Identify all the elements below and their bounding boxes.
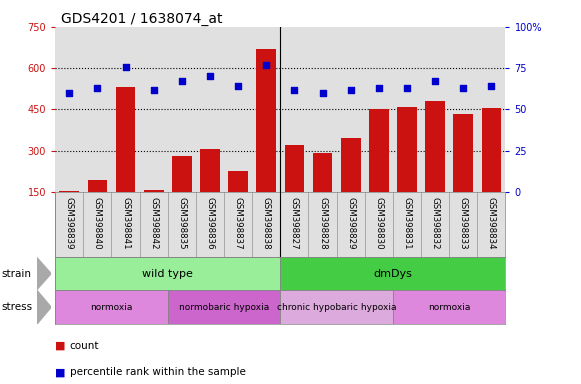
Text: GSM398832: GSM398832	[431, 197, 440, 250]
Point	[402, 85, 411, 91]
Text: normoxia: normoxia	[90, 303, 132, 312]
Bar	[228, 171, 248, 192]
Text: GSM398833: GSM398833	[459, 197, 468, 250]
Bar	[144, 190, 163, 192]
Text: GSM398830: GSM398830	[374, 197, 383, 250]
Bar	[88, 180, 107, 192]
Point	[261, 62, 271, 68]
Bar	[55, 257, 280, 290]
Point	[374, 85, 383, 91]
Bar	[55, 290, 168, 324]
Text: GSM398839: GSM398839	[64, 197, 74, 250]
Point	[205, 73, 214, 79]
Point	[346, 86, 356, 93]
Bar	[59, 190, 79, 192]
Text: wild type: wild type	[142, 268, 193, 279]
Text: GSM398829: GSM398829	[346, 197, 355, 250]
Bar	[280, 257, 505, 290]
Text: normobaric hypoxia: normobaric hypoxia	[179, 303, 269, 312]
Text: GSM398831: GSM398831	[403, 197, 411, 250]
Point	[458, 85, 468, 91]
Text: dmDys: dmDys	[374, 268, 413, 279]
Bar	[393, 290, 505, 324]
Text: strain: strain	[1, 268, 31, 279]
Bar	[280, 290, 393, 324]
Text: GSM398840: GSM398840	[93, 197, 102, 250]
Text: GSM398835: GSM398835	[177, 197, 187, 250]
Point	[318, 90, 327, 96]
Point	[93, 85, 102, 91]
Bar	[285, 145, 304, 192]
Text: GSM398836: GSM398836	[206, 197, 214, 250]
Text: GSM398834: GSM398834	[487, 197, 496, 250]
Text: percentile rank within the sample: percentile rank within the sample	[70, 367, 246, 377]
Point	[121, 63, 130, 70]
Text: GSM398842: GSM398842	[149, 197, 158, 250]
Bar	[453, 114, 473, 192]
Text: stress: stress	[1, 302, 33, 312]
Point	[177, 78, 187, 84]
Bar	[341, 138, 361, 192]
Bar	[200, 149, 220, 192]
Bar	[256, 49, 276, 192]
Point	[234, 83, 243, 89]
Text: GSM398838: GSM398838	[262, 197, 271, 250]
Point	[487, 83, 496, 89]
Bar	[172, 156, 192, 192]
Text: GSM398841: GSM398841	[121, 197, 130, 250]
Bar	[168, 290, 280, 324]
Bar	[482, 108, 501, 192]
Text: ■: ■	[55, 367, 69, 377]
Text: chronic hypobaric hypoxia: chronic hypobaric hypoxia	[277, 303, 396, 312]
Point	[431, 78, 440, 84]
Bar	[397, 107, 417, 192]
Point	[290, 86, 299, 93]
Polygon shape	[37, 257, 51, 290]
Point	[64, 90, 74, 96]
Text: normoxia: normoxia	[428, 303, 471, 312]
Polygon shape	[37, 290, 51, 324]
Text: GDS4201 / 1638074_at: GDS4201 / 1638074_at	[61, 12, 223, 25]
Bar	[116, 88, 135, 192]
Text: ■: ■	[55, 341, 69, 351]
Bar	[369, 109, 389, 192]
Bar	[425, 101, 445, 192]
Text: GSM398828: GSM398828	[318, 197, 327, 250]
Text: GSM398827: GSM398827	[290, 197, 299, 250]
Text: count: count	[70, 341, 99, 351]
Bar	[313, 154, 332, 192]
Point	[149, 86, 159, 93]
Text: GSM398837: GSM398837	[234, 197, 243, 250]
